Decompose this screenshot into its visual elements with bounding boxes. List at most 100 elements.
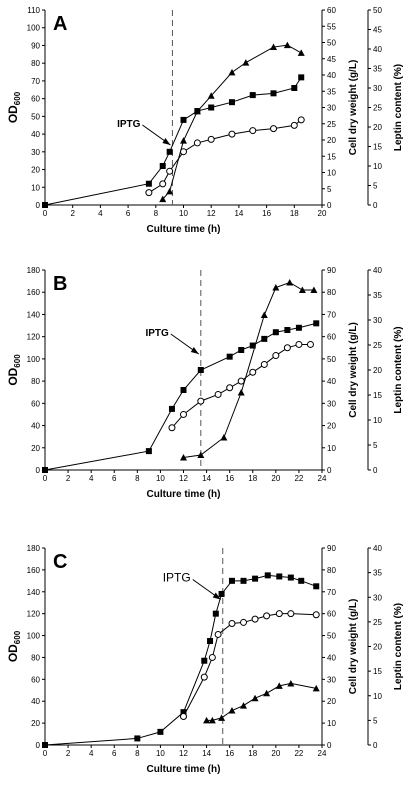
marker-triangle xyxy=(275,682,283,689)
marker-square xyxy=(168,405,175,412)
marker-circle xyxy=(290,121,298,129)
marker-triangle xyxy=(159,195,167,203)
y2-tick-label: 60 xyxy=(327,333,336,342)
marker-square xyxy=(180,387,187,393)
y-tick-label: 40 xyxy=(31,422,40,431)
y-axis-label-main: OD xyxy=(6,105,20,123)
marker-triangle xyxy=(203,716,211,724)
x-tick-label: 4 xyxy=(98,209,103,218)
y3-tick-label: 5 xyxy=(373,182,378,191)
x-tick-label: 22 xyxy=(294,749,303,758)
x-tick-label: 12 xyxy=(179,474,188,483)
y3-tick-label: 30 xyxy=(373,316,382,325)
y-tick-label: 70 xyxy=(31,77,40,86)
x-tick-label: 8 xyxy=(154,209,159,218)
y-tick-label: 20 xyxy=(31,444,40,453)
annotation-arrowhead xyxy=(162,138,171,145)
y3-tick-label: 20 xyxy=(373,123,382,132)
y2-tick-label: 60 xyxy=(327,610,336,619)
marker-square xyxy=(295,324,302,331)
x-tick-label: 2 xyxy=(66,749,71,758)
panel-label: C xyxy=(53,551,67,573)
marker-triangle xyxy=(286,279,294,286)
x-tick-label: 10 xyxy=(156,474,165,483)
y2-axis-label: Cell dry weight (g/L) xyxy=(348,599,359,695)
y-tick-label: 20 xyxy=(31,166,40,175)
marker-triangle xyxy=(180,454,187,461)
x-tick-label: 4 xyxy=(89,474,94,483)
marker-square xyxy=(284,327,291,333)
marker-triangle xyxy=(298,286,306,293)
y3-tick-label: 10 xyxy=(373,416,382,425)
marker-triangle xyxy=(218,714,226,721)
marker-circle xyxy=(295,340,303,348)
series-line xyxy=(171,343,311,429)
y2-tick-label: 10 xyxy=(327,719,336,728)
y3-tick-label: 0 xyxy=(373,741,378,750)
marker-triangle xyxy=(197,451,205,458)
y2-tick-label: 0 xyxy=(327,466,332,475)
marker-circle xyxy=(214,390,222,398)
y2-tick-label: 90 xyxy=(327,544,336,553)
x-tick-label: 16 xyxy=(225,749,234,758)
y-tick-label: 100 xyxy=(27,355,41,364)
x-tick-label: 8 xyxy=(135,749,140,758)
x-axis-label: Culture time (h) xyxy=(147,489,221,500)
marker-square xyxy=(313,320,320,327)
marker-circle xyxy=(180,713,187,721)
marker-triangle xyxy=(312,684,320,692)
y-tick-label: 100 xyxy=(27,24,41,33)
x-tick-label: 2 xyxy=(66,474,71,483)
marker-circle xyxy=(193,139,201,147)
y3-tick-label: 40 xyxy=(373,45,382,54)
y2-tick-label: 5 xyxy=(327,185,332,194)
marker-square xyxy=(207,638,214,645)
y2-tick-label: 10 xyxy=(327,444,336,453)
y3-tick-label: 25 xyxy=(373,341,382,350)
panel-label: B xyxy=(53,273,67,295)
y-axis-label: OD600 xyxy=(6,630,22,662)
marker-square xyxy=(240,577,247,584)
marker-circle xyxy=(297,116,305,124)
marker-triangle xyxy=(272,284,280,291)
marker-circle xyxy=(207,135,215,143)
annotation-arrowhead xyxy=(212,592,221,600)
x-tick-label: 18 xyxy=(248,474,257,483)
marker-square xyxy=(42,467,48,473)
marker-square xyxy=(218,590,225,597)
marker-circle xyxy=(197,397,205,405)
y-axis-label-main: OD xyxy=(6,644,20,662)
marker-circle xyxy=(237,377,245,385)
y2-tick-label: 15 xyxy=(327,152,336,161)
x-tick-label: 2 xyxy=(70,209,75,218)
y3-tick-label: 15 xyxy=(373,143,382,152)
y2-tick-label: 25 xyxy=(327,120,336,129)
y2-tick-label: 50 xyxy=(327,39,336,48)
marker-square xyxy=(159,163,166,169)
marker-triangle xyxy=(237,389,245,396)
annotation-arrowhead xyxy=(190,347,199,354)
series-line xyxy=(162,44,302,200)
y2-axis-label: Cell dry weight (g/L) xyxy=(348,322,359,418)
marker-circle xyxy=(287,610,295,618)
x-tick-label: 20 xyxy=(271,474,280,483)
y-tick-label: 60 xyxy=(31,399,40,408)
x-tick-label: 20 xyxy=(318,209,327,218)
marker-square xyxy=(180,116,187,123)
x-tick-label: 14 xyxy=(202,474,211,483)
marker-square xyxy=(145,448,152,455)
marker-triangle xyxy=(228,707,236,714)
x-tick-label: 16 xyxy=(225,474,234,483)
y3-tick-label: 30 xyxy=(373,593,382,602)
y-tick-label: 90 xyxy=(31,41,40,50)
y3-tick-label: 0 xyxy=(373,466,378,475)
marker-square xyxy=(197,367,204,373)
y-tick-label: 30 xyxy=(31,148,40,157)
marker-circle xyxy=(249,127,257,135)
annotation: IPTG xyxy=(117,119,141,130)
y-tick-label: 140 xyxy=(27,310,41,319)
y3-tick-label: 30 xyxy=(373,84,382,93)
marker-triangle xyxy=(228,68,236,76)
y2-tick-label: 70 xyxy=(327,588,336,597)
y2-tick-label: 80 xyxy=(327,566,336,575)
